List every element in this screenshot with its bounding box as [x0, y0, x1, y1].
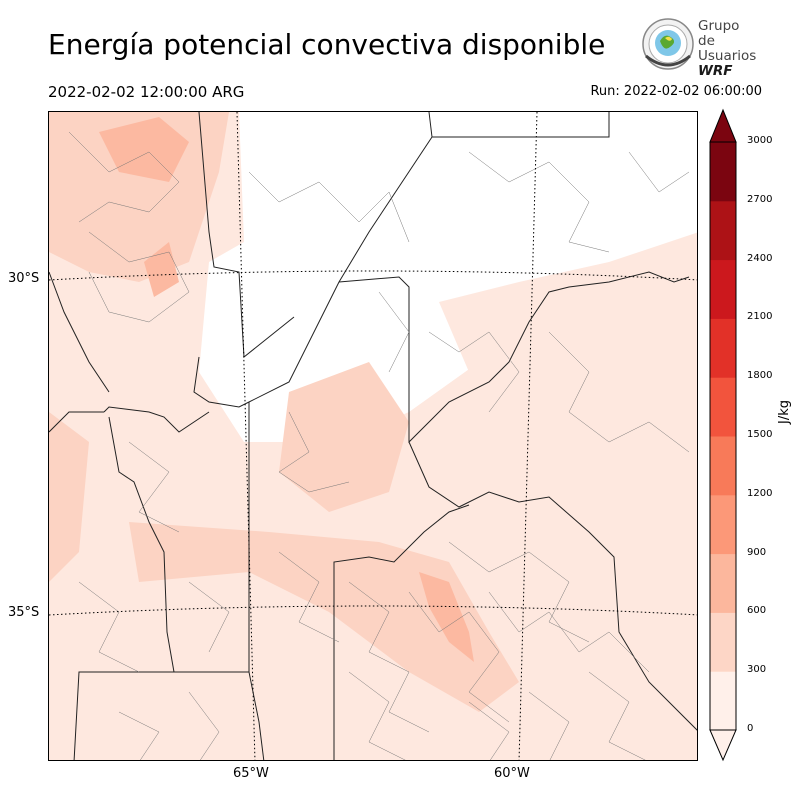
boundary-9: [108, 416, 175, 673]
logo-line3: WRF: [698, 63, 733, 79]
colorbar-segment: [710, 671, 736, 731]
colorbar-segments: [710, 142, 736, 731]
colorbar-segment: [710, 612, 736, 672]
cape-shade-light-east: [439, 232, 697, 442]
boundary-8: [103, 406, 210, 433]
logo-line1: Grupo de: [698, 18, 740, 49]
cape-shade-strong-3: [144, 242, 179, 297]
cape-shade-medium-band: [129, 522, 519, 712]
colorbar-tick-label: 600: [747, 605, 767, 617]
colorbar-tick-label: 1500: [747, 429, 773, 440]
colorbar-segment: [710, 553, 736, 613]
colorbar: [709, 108, 737, 762]
colorbar-segment: [710, 377, 736, 437]
boundary-10: [49, 271, 110, 393]
cape-shade-medium-west: [49, 412, 89, 582]
gridline-lat-30s: [49, 270, 697, 281]
logo-line2: Usuarios: [698, 48, 757, 64]
boundary-6: [333, 504, 470, 760]
gridline-lat-35s: [49, 605, 697, 616]
boundary-4: [338, 271, 690, 444]
colorbar-unit: J/kg: [777, 400, 792, 424]
cape-map: [48, 111, 698, 761]
colorbar-extend-bottom: [709, 729, 737, 762]
colorbar-tick-label: 3000: [747, 135, 773, 146]
lon-label-65w: 65°W: [233, 766, 269, 781]
colorbar-segment: [710, 436, 736, 496]
valid-time: 2022-02-02 12:00:00 ARG: [48, 83, 245, 101]
lat-label-30s: 30°S: [8, 271, 40, 286]
gridline-lon-60w: [518, 112, 538, 760]
colorbar-tick-label: 1800: [747, 370, 773, 382]
map-canvas: [49, 112, 697, 760]
chart-title: Energía potencial convectiva disponible: [48, 28, 606, 61]
colorbar-tick-label: 2400: [747, 252, 773, 264]
boundary-2: [193, 112, 433, 408]
run-time: Run: 2022-02-02 06:00:00: [590, 84, 762, 99]
cape-shade-medium-center: [279, 362, 409, 512]
gridline-lon-65w: [236, 112, 256, 760]
grupo-usuarios-wrf-logo: Grupo de Usuarios WRF: [638, 16, 758, 79]
boundary-1: [198, 112, 295, 358]
lon-label-60w: 60°W: [494, 766, 530, 781]
colorbar-extend-top: [709, 108, 737, 143]
colorbar-segment: [710, 259, 736, 319]
colorbar-segment: [710, 142, 736, 202]
colorbar-segment: [710, 494, 736, 555]
colorbar-tick-label: 900: [747, 546, 767, 558]
boundary-3: [432, 112, 610, 138]
colorbar-tick-label: 0: [747, 723, 754, 734]
cape-shade-strong-1: [419, 572, 474, 662]
lat-label-35s: 35°S: [8, 605, 40, 620]
boundary-5: [408, 441, 697, 731]
colorbar-segment: [710, 318, 736, 378]
colorbar-tick-label: 2100: [747, 311, 773, 323]
colorbar-tick-label: 300: [747, 664, 767, 676]
boundary-11: [49, 411, 104, 433]
colorbar-tick-label: 1200: [747, 487, 773, 499]
colorbar-tick-label: 2700: [747, 193, 773, 205]
colorbar-segment: [710, 200, 736, 261]
wrf-emblem-icon: [642, 18, 694, 70]
boundary-12: [248, 671, 265, 760]
cape-shade-medium-north: [49, 112, 229, 282]
